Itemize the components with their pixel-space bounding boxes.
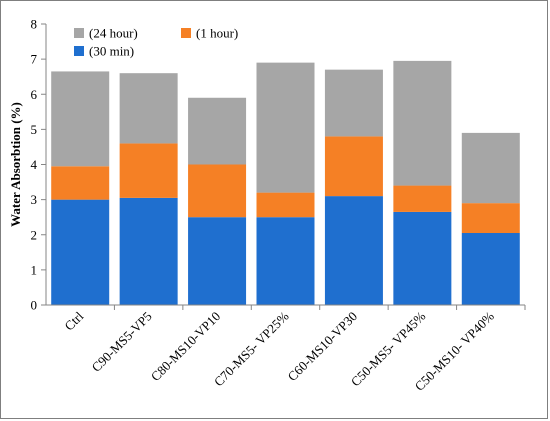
legend-label: (24 hour) <box>89 26 138 41</box>
legend-swatch <box>74 28 84 38</box>
bar-segment <box>393 60 452 186</box>
x-tick-label: Ctrl <box>61 308 86 333</box>
bar-segment <box>256 62 315 193</box>
y-tick-label: 6 <box>31 87 38 102</box>
bar-segment <box>461 232 520 305</box>
legend-swatch <box>74 46 84 56</box>
legend-label: (30 min) <box>89 44 134 59</box>
y-axis-title: Water Absorbtion (%) <box>8 102 23 227</box>
x-tick-label: C80-MS10-VP10 <box>148 309 223 384</box>
y-tick-label: 5 <box>31 122 38 137</box>
bar-segment <box>324 69 383 137</box>
bar-segment <box>188 97 247 165</box>
y-tick-label: 0 <box>31 298 38 313</box>
legend: (24 hour) (1 hour) (30 min) <box>74 26 238 59</box>
y-tick-label: 7 <box>31 52 38 67</box>
bar-segment <box>461 132 520 204</box>
y-tick-label: 1 <box>31 262 38 277</box>
bar-segment <box>324 136 383 197</box>
bar-segment <box>393 185 452 212</box>
bar-segment <box>324 196 383 305</box>
bar-segment <box>51 166 110 200</box>
legend-label: (1 hour) <box>196 26 238 41</box>
bar-segment <box>51 199 110 306</box>
x-tick-label: C60-MS10-VP30 <box>285 309 360 384</box>
y-tick-label: 4 <box>31 157 38 172</box>
legend-swatch <box>181 28 191 38</box>
bars-group <box>51 60 520 306</box>
x-tick-label: C70-MS5- VP25% <box>211 308 292 389</box>
y-ticks-group: 0 1 2 3 4 5 6 7 8 <box>31 17 46 313</box>
bar-segment <box>393 211 452 305</box>
bar-segment <box>256 192 315 218</box>
bar-segment <box>461 203 520 233</box>
bar-segment <box>188 164 247 218</box>
y-tick-label: 3 <box>31 192 38 207</box>
bar-segment <box>119 197 178 305</box>
bar-segment <box>119 143 178 198</box>
y-tick-label: 2 <box>31 227 38 242</box>
bar-segment <box>256 217 315 305</box>
bar-segment <box>119 73 178 144</box>
bar-segment <box>51 71 110 167</box>
y-tick-label: 8 <box>31 17 38 32</box>
bar-segment <box>188 217 247 305</box>
x-tick-label: C90-MS5-VP5 <box>88 309 154 375</box>
